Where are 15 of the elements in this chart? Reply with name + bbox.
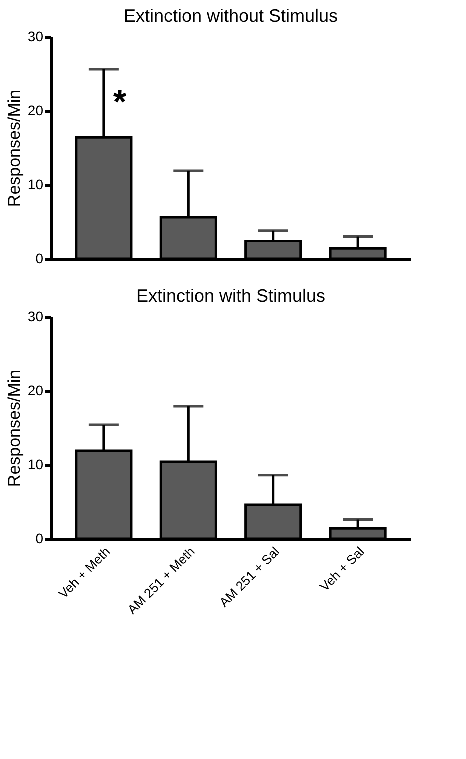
y-axis-title: Responses/Min [4,370,24,488]
y-tick-label: 30 [28,308,44,324]
y-axis-title: Responses/Min [4,90,24,208]
y-tick-label: 20 [28,102,44,118]
y-tick-label: 30 [28,28,44,44]
y-tick-label: 0 [36,250,44,266]
x-tick-label: AM 251 + Sal [216,544,283,610]
y-tick-label: 10 [28,176,44,192]
x-tick-label: Veh + Sal [317,544,368,594]
y-tick-label: 0 [36,530,44,546]
chart-title: Extinction with Stimulus [136,286,326,306]
chart-title: Extinction without Stimulus [124,6,338,26]
annotation: * [113,84,128,122]
y-tick-label: 20 [28,382,44,398]
y-tick-label: 10 [28,456,44,472]
